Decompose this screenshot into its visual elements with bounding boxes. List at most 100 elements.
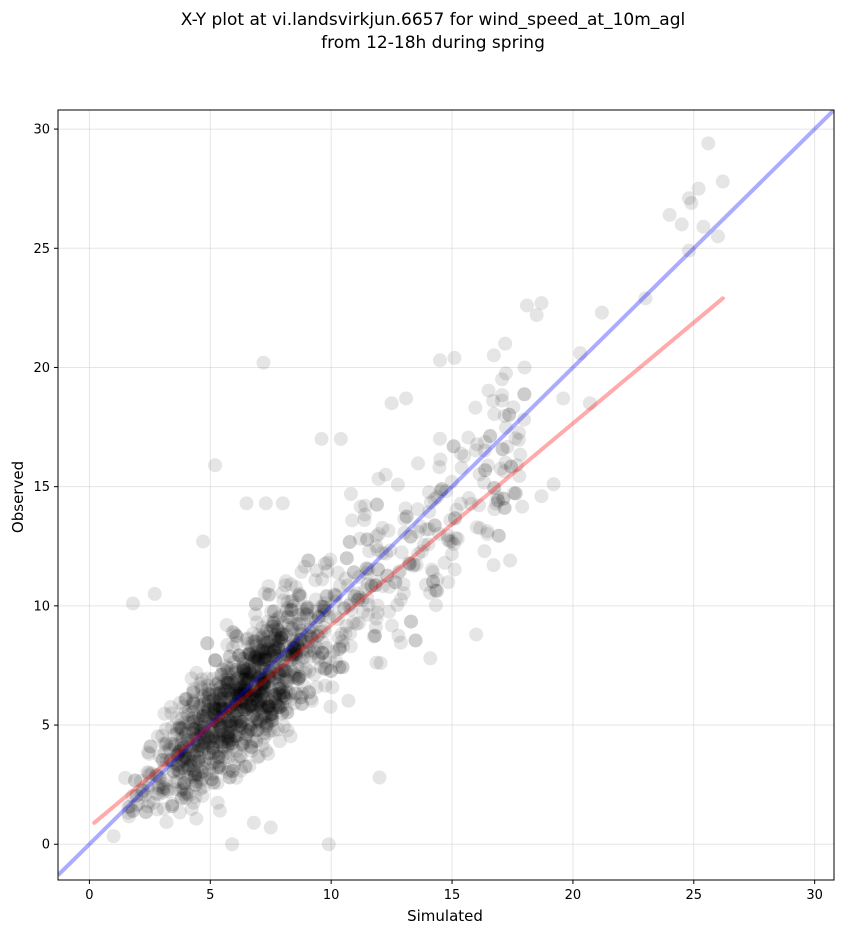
scatter-point bbox=[268, 628, 283, 643]
scatter-point bbox=[393, 592, 408, 607]
scatter-point bbox=[263, 643, 278, 658]
scatter-point bbox=[260, 642, 275, 657]
scatter-point bbox=[239, 675, 254, 690]
scatter-point bbox=[196, 720, 211, 735]
scatter-point bbox=[408, 633, 423, 648]
scatter-point bbox=[357, 513, 372, 528]
scatter-point bbox=[215, 725, 230, 740]
scatter-point bbox=[361, 562, 376, 577]
scatter-point bbox=[249, 723, 264, 738]
scatter-point bbox=[226, 625, 241, 640]
scatter-point bbox=[231, 752, 246, 767]
scatter-point bbox=[206, 672, 221, 687]
scatter-point bbox=[142, 768, 157, 783]
scatter-point bbox=[448, 511, 463, 526]
scatter-point bbox=[255, 646, 270, 661]
scatter-point bbox=[232, 670, 247, 685]
scatter-point bbox=[254, 699, 269, 714]
scatter-point bbox=[217, 663, 232, 678]
scatter-point bbox=[194, 689, 209, 704]
scatter-point bbox=[253, 701, 268, 716]
x-tick-label: 20 bbox=[565, 888, 582, 903]
scatter-point bbox=[487, 502, 502, 517]
scatter-point bbox=[192, 750, 207, 765]
scatter-point bbox=[220, 725, 235, 740]
scatter-point bbox=[510, 458, 525, 473]
scatter-point bbox=[186, 695, 201, 710]
scatter-point bbox=[186, 696, 201, 711]
scatter-point bbox=[394, 545, 409, 560]
scatter-point bbox=[342, 534, 357, 549]
scatter-point bbox=[324, 664, 339, 679]
scatter-point bbox=[200, 678, 215, 693]
scatter-point bbox=[294, 632, 309, 647]
scatter-point bbox=[257, 730, 272, 745]
scatter-point bbox=[497, 408, 512, 423]
scatter-point bbox=[210, 760, 225, 775]
scatter-point bbox=[273, 692, 288, 707]
scatter-point bbox=[271, 639, 286, 654]
scatter-point bbox=[534, 489, 549, 504]
scatter-point bbox=[251, 695, 266, 710]
scatter-point bbox=[213, 686, 228, 701]
scatter-point bbox=[209, 677, 224, 692]
scatter-point bbox=[265, 681, 280, 696]
scatter-point bbox=[275, 627, 290, 642]
scatter-point bbox=[256, 677, 271, 692]
scatter-point bbox=[155, 752, 170, 767]
scatter-point bbox=[336, 601, 351, 616]
scatter-point bbox=[271, 632, 286, 647]
scatter-point bbox=[250, 712, 265, 727]
scatter-point bbox=[189, 811, 204, 826]
scatter-point bbox=[283, 692, 298, 707]
scatter-point bbox=[232, 719, 247, 734]
scatter-point bbox=[511, 425, 526, 440]
scatter-point bbox=[262, 699, 277, 714]
scatter-point bbox=[262, 673, 277, 688]
scatter-point bbox=[228, 710, 243, 725]
scatter-point bbox=[481, 458, 496, 473]
scatter-point bbox=[194, 764, 209, 779]
scatter-point bbox=[255, 684, 270, 699]
scatter-point bbox=[490, 489, 505, 504]
scatter-point bbox=[185, 711, 200, 726]
scatter-point bbox=[240, 701, 255, 716]
scatter-point bbox=[255, 709, 270, 724]
scatter-point bbox=[178, 747, 193, 762]
scatter-point bbox=[261, 579, 276, 594]
scatter-point bbox=[184, 671, 199, 686]
scatter-point bbox=[254, 660, 269, 675]
scatter-point bbox=[461, 430, 476, 445]
scatter-point bbox=[292, 669, 307, 684]
scatter-point bbox=[334, 626, 349, 641]
scatter-point bbox=[329, 588, 344, 603]
reference-lines bbox=[58, 110, 834, 877]
scatter-point bbox=[226, 739, 241, 754]
scatter-point bbox=[206, 776, 221, 791]
scatter-point bbox=[245, 667, 260, 682]
scatter-point bbox=[186, 722, 201, 737]
scatter-point bbox=[184, 773, 199, 788]
scatter-point bbox=[274, 643, 289, 658]
scatter-point bbox=[248, 637, 263, 652]
scatter-point bbox=[316, 624, 331, 639]
scatter-point bbox=[317, 661, 332, 676]
scatter-point bbox=[242, 664, 257, 679]
scatter-point bbox=[291, 671, 306, 686]
scatter-point bbox=[290, 636, 305, 651]
scatter-point bbox=[684, 195, 699, 210]
scatter-point bbox=[275, 698, 290, 713]
scatter-point bbox=[472, 498, 487, 513]
scatter-point bbox=[369, 655, 384, 670]
scatter-point bbox=[508, 486, 523, 501]
scatter-point bbox=[215, 749, 230, 764]
scatter-point bbox=[225, 688, 240, 703]
scatter-point bbox=[446, 439, 461, 454]
scatter-point bbox=[255, 675, 270, 690]
scatter-point bbox=[291, 640, 306, 655]
scatter-point bbox=[188, 721, 203, 736]
scatter-point bbox=[267, 622, 282, 637]
scatter-point bbox=[396, 577, 411, 592]
scatter-point bbox=[302, 623, 317, 638]
